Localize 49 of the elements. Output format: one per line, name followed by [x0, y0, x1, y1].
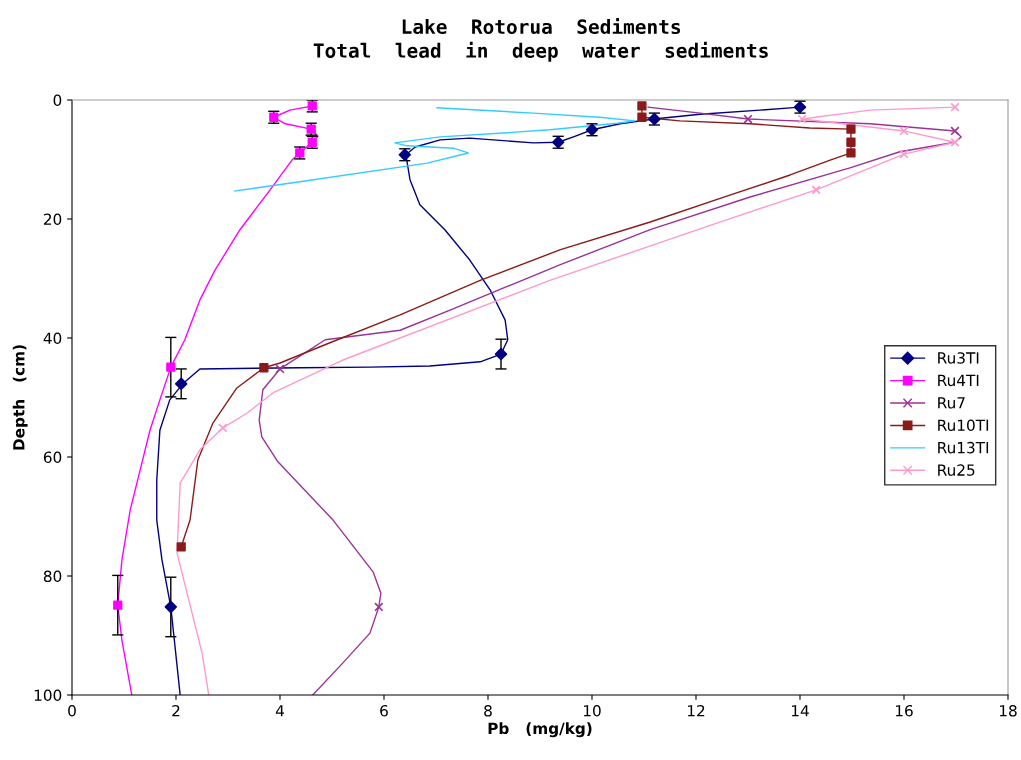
x-tick-label: 6 [380, 704, 388, 717]
point [275, 364, 285, 374]
point [743, 114, 753, 124]
x-tick-label: 12 [687, 704, 705, 717]
x-tick-label: 0 [68, 704, 76, 717]
y-tick-label: 100 [34, 689, 62, 702]
point [950, 137, 960, 147]
point [811, 185, 821, 195]
x-tick-label: 18 [999, 704, 1017, 717]
point [846, 148, 856, 158]
point [494, 347, 508, 361]
point [797, 114, 807, 124]
point [113, 600, 123, 610]
point [166, 362, 176, 372]
x-axis-title: Pb (mg/kg) [488, 722, 592, 738]
y-tick-label: 60 [43, 451, 62, 464]
point [374, 602, 384, 612]
y-axis-title: Depth (cm) [12, 345, 28, 450]
point [950, 126, 960, 136]
x-tick-label: 14 [791, 705, 809, 717]
point [174, 377, 188, 391]
x-tick-label: 10 [583, 704, 601, 717]
point [176, 542, 186, 552]
y-tick-label: 20 [43, 213, 62, 226]
legend-label: Ru25 [938, 464, 975, 476]
point [846, 137, 856, 147]
y-tick-label: 40 [43, 332, 62, 345]
point [846, 124, 856, 134]
point [899, 126, 909, 136]
y-tick-label: 80 [43, 570, 62, 583]
chart-subtitle: Total lead in deep water sediments [313, 41, 768, 62]
point [218, 423, 228, 433]
point [259, 363, 269, 373]
x-tick-label: 2 [172, 704, 180, 717]
point [899, 149, 909, 159]
legend-label: Ru13TI [938, 441, 989, 454]
legend-label: Ru3TI [938, 352, 979, 364]
point [637, 112, 647, 122]
legend-label: Ru7 [938, 397, 965, 409]
x-tick-label: 16 [895, 704, 913, 717]
chart-title: Lake Rotorua Sediments [402, 17, 681, 35]
x-tick-label: 4 [275, 705, 284, 717]
point [950, 102, 960, 112]
point [637, 101, 647, 111]
point [164, 600, 178, 614]
legend-label: Ru10TI [938, 419, 989, 431]
x-tick-label: 8 [484, 704, 492, 717]
y-tick-label: 0 [53, 94, 62, 107]
legend-label: Ru4TI [938, 374, 979, 387]
